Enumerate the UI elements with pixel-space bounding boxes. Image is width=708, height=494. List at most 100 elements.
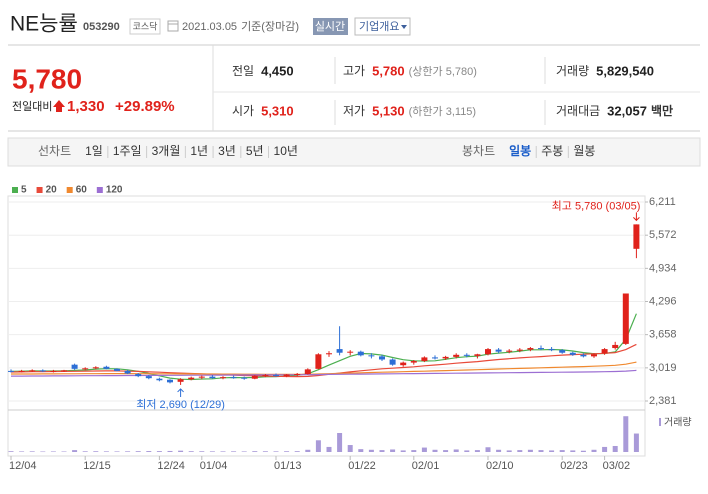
volume-bar	[315, 440, 321, 452]
realtime[interactable]: 실시간	[315, 20, 345, 33]
legend-swatch	[12, 187, 18, 193]
candle-body	[92, 367, 99, 369]
candle-tab[interactable]: 월봉	[573, 144, 595, 158]
volume-bar	[125, 451, 131, 452]
summary-value: 5,780	[372, 63, 405, 78]
period-tab[interactable]: 5년	[246, 144, 264, 158]
y-tick-label: 3,658	[649, 329, 677, 341]
candle-body	[368, 355, 375, 357]
summary-table: 전일 4,450 고가 5,780 (상한가 5,780) 거래량 5,829,540 시가 5…	[232, 63, 673, 118]
summary-label: 저가	[343, 104, 365, 118]
volume-label: 거래량	[664, 417, 692, 429]
volume-bar	[612, 445, 618, 452]
volume-bar	[602, 446, 608, 452]
volume-bar	[19, 451, 25, 452]
volume-bar	[241, 451, 247, 452]
candle-tab[interactable]: 일봉	[509, 144, 531, 158]
candle-body	[622, 293, 629, 344]
high-arrow	[633, 212, 640, 222]
candle-body	[326, 353, 332, 355]
candle-body	[633, 224, 640, 249]
y-tick-label: 4,934	[649, 262, 677, 274]
candle-body	[29, 370, 36, 372]
period-tabs: 선차트 1일 1주일 3개월 1년 3년 5년 10년 봉차트 일봉 주봉 월봉	[38, 144, 595, 158]
y-tick-label: 4,296	[649, 295, 677, 307]
candle-body	[421, 357, 428, 362]
candle-body	[432, 357, 438, 359]
period-tab[interactable]: 1주일	[113, 144, 142, 158]
candle-body	[357, 351, 364, 356]
candle-body	[8, 370, 14, 372]
summary-label: 거래대금	[556, 104, 600, 118]
y-tick-label: 2,381	[649, 395, 677, 407]
volume-bar	[570, 450, 576, 452]
candle-body	[294, 374, 301, 376]
volume-bar	[337, 433, 343, 452]
company-info-button[interactable]	[354, 17, 411, 36]
x-tick-label: 02/01	[412, 460, 440, 472]
tab-group-label: 선차트	[38, 144, 71, 158]
volume-bar	[464, 450, 470, 452]
volume-bar	[29, 451, 35, 452]
volume-legend-mark	[659, 418, 661, 426]
period-tab[interactable]: 3년	[218, 144, 236, 158]
candle-body	[516, 349, 523, 351]
candle-body	[283, 374, 290, 377]
x-tick-label: 12/04	[9, 460, 37, 472]
calendar-icon	[167, 20, 179, 32]
period-tab[interactable]: 1년	[190, 144, 208, 158]
chart: 2,381 3,019 3,658 4,296 4,934 5,572 6,211 12/04…	[8, 185, 692, 472]
volume-bar	[591, 449, 597, 452]
candle-body	[336, 349, 343, 353]
volume-bar	[549, 450, 555, 452]
candle-body	[114, 368, 120, 371]
summary-value: 5,310	[261, 103, 294, 118]
candle-body	[463, 354, 470, 356]
volume-bar	[252, 451, 258, 452]
candle-body	[506, 350, 513, 352]
volume-bar	[527, 449, 533, 452]
moving-average	[11, 361, 637, 375]
volume-bar	[496, 449, 502, 452]
volume-bar	[559, 450, 565, 452]
realtime-badge[interactable]	[313, 18, 348, 35]
volume-bar	[50, 451, 56, 452]
volume-bar	[390, 449, 396, 452]
volume-bar	[580, 450, 586, 452]
candle-body	[379, 356, 385, 360]
candle-body	[347, 351, 354, 353]
legend-label: 60	[76, 185, 88, 196]
period-tab[interactable]: 10년	[274, 144, 298, 158]
summary-value: 5,130	[372, 103, 405, 118]
candle-body	[71, 364, 78, 369]
candle-body	[273, 375, 279, 377]
x-tick-label: 12/24	[157, 460, 185, 472]
summary-note: (상한가 5,780)	[409, 65, 477, 78]
low-annotation: 최저 2,690 (12/29)	[136, 398, 225, 411]
candle-body	[135, 374, 142, 377]
volume-bar	[538, 450, 544, 452]
moving-average	[10, 313, 637, 381]
candle-body	[39, 370, 46, 372]
period-tab[interactable]: 3개월	[152, 144, 181, 158]
candle-body	[442, 356, 449, 359]
summary-unit: 백만	[651, 103, 673, 118]
candle-body	[50, 370, 57, 372]
summary-value: 5,829,540	[596, 63, 654, 78]
price: 5,780	[12, 63, 82, 94]
volume-bar	[453, 449, 459, 452]
summary-label: 고가	[343, 64, 365, 78]
tab-bar	[7, 137, 701, 167]
tab-group-label: 봉차트	[462, 144, 495, 158]
x-tick-label: 02/10	[486, 460, 514, 472]
candle-tab[interactable]: 주봉	[541, 144, 563, 158]
volume-bar	[220, 451, 226, 452]
candle-body	[527, 348, 534, 350]
candle-body	[251, 375, 258, 379]
period-tab[interactable]: 1일	[85, 144, 103, 158]
candle-body	[18, 370, 25, 372]
company-info[interactable]: 기업개요	[359, 20, 399, 33]
candle-body	[569, 352, 576, 355]
